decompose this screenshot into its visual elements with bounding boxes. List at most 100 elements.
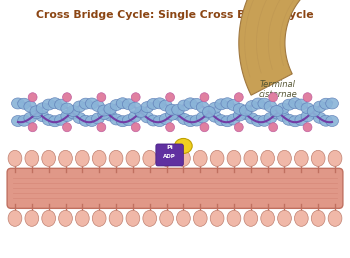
Ellipse shape — [12, 98, 24, 109]
Ellipse shape — [141, 102, 154, 112]
Ellipse shape — [67, 106, 80, 117]
Ellipse shape — [143, 150, 156, 166]
Ellipse shape — [166, 104, 178, 115]
Ellipse shape — [166, 109, 178, 120]
Ellipse shape — [160, 150, 174, 166]
Ellipse shape — [326, 98, 338, 109]
Circle shape — [97, 123, 106, 132]
Ellipse shape — [126, 150, 140, 166]
Ellipse shape — [301, 103, 314, 114]
Ellipse shape — [239, 108, 252, 119]
Ellipse shape — [153, 116, 166, 127]
Ellipse shape — [320, 98, 332, 109]
Ellipse shape — [233, 110, 246, 121]
Ellipse shape — [110, 100, 123, 110]
Ellipse shape — [42, 114, 55, 125]
Ellipse shape — [307, 108, 320, 119]
Ellipse shape — [175, 139, 192, 154]
Ellipse shape — [190, 115, 203, 126]
Circle shape — [303, 123, 312, 132]
Ellipse shape — [328, 210, 342, 226]
Ellipse shape — [159, 114, 172, 124]
Ellipse shape — [311, 150, 325, 166]
Ellipse shape — [42, 99, 55, 110]
Ellipse shape — [73, 112, 86, 124]
Text: Pi: Pi — [166, 146, 173, 150]
Circle shape — [200, 123, 209, 132]
Ellipse shape — [61, 103, 74, 114]
Ellipse shape — [264, 112, 277, 124]
FancyBboxPatch shape — [7, 168, 343, 208]
Ellipse shape — [282, 99, 295, 110]
Ellipse shape — [289, 116, 301, 127]
Ellipse shape — [98, 105, 111, 116]
Ellipse shape — [8, 150, 22, 166]
Ellipse shape — [227, 210, 241, 226]
Ellipse shape — [85, 98, 98, 109]
Ellipse shape — [30, 106, 43, 117]
Ellipse shape — [160, 210, 174, 226]
Ellipse shape — [104, 103, 117, 115]
Circle shape — [63, 93, 71, 102]
Ellipse shape — [8, 210, 22, 226]
Ellipse shape — [295, 99, 308, 110]
Ellipse shape — [294, 150, 308, 166]
Ellipse shape — [203, 106, 215, 117]
Ellipse shape — [92, 101, 104, 111]
Ellipse shape — [24, 101, 37, 112]
Ellipse shape — [126, 210, 140, 226]
Ellipse shape — [98, 108, 111, 119]
Ellipse shape — [76, 210, 89, 226]
Ellipse shape — [128, 102, 141, 113]
Ellipse shape — [24, 112, 37, 123]
Circle shape — [269, 123, 278, 132]
Ellipse shape — [194, 210, 207, 226]
Ellipse shape — [209, 111, 222, 122]
Ellipse shape — [172, 104, 184, 115]
Ellipse shape — [270, 108, 283, 119]
Circle shape — [303, 93, 312, 102]
Ellipse shape — [25, 210, 39, 226]
Ellipse shape — [172, 109, 184, 120]
Ellipse shape — [49, 98, 61, 109]
Ellipse shape — [320, 115, 332, 126]
Ellipse shape — [221, 98, 234, 109]
Ellipse shape — [294, 210, 308, 226]
Ellipse shape — [278, 150, 291, 166]
Ellipse shape — [210, 150, 224, 166]
Ellipse shape — [135, 106, 147, 117]
Ellipse shape — [143, 210, 156, 226]
Ellipse shape — [261, 150, 274, 166]
Ellipse shape — [176, 210, 190, 226]
Ellipse shape — [85, 115, 98, 126]
Circle shape — [166, 123, 175, 132]
Circle shape — [28, 123, 37, 132]
Ellipse shape — [109, 150, 123, 166]
Ellipse shape — [328, 150, 342, 166]
Circle shape — [131, 93, 140, 102]
Circle shape — [63, 123, 71, 132]
Ellipse shape — [244, 150, 258, 166]
Ellipse shape — [92, 210, 106, 226]
Polygon shape — [239, 0, 341, 95]
Ellipse shape — [282, 114, 295, 125]
Ellipse shape — [210, 210, 224, 226]
Ellipse shape — [141, 112, 154, 123]
Ellipse shape — [270, 106, 283, 117]
Ellipse shape — [122, 99, 135, 110]
Ellipse shape — [190, 99, 203, 109]
Ellipse shape — [295, 114, 308, 125]
Ellipse shape — [178, 114, 191, 124]
Text: Cross Bridge Cycle: Single Cross Bridge Cycle: Cross Bridge Cycle: Single Cross Bridge … — [36, 10, 314, 20]
Ellipse shape — [36, 111, 49, 122]
Ellipse shape — [92, 150, 106, 166]
Ellipse shape — [233, 103, 246, 115]
Ellipse shape — [246, 113, 258, 124]
Ellipse shape — [116, 98, 129, 109]
Ellipse shape — [159, 100, 172, 111]
Ellipse shape — [61, 110, 74, 122]
FancyBboxPatch shape — [156, 144, 183, 166]
Circle shape — [269, 93, 278, 102]
Ellipse shape — [12, 116, 24, 126]
Ellipse shape — [276, 110, 289, 122]
